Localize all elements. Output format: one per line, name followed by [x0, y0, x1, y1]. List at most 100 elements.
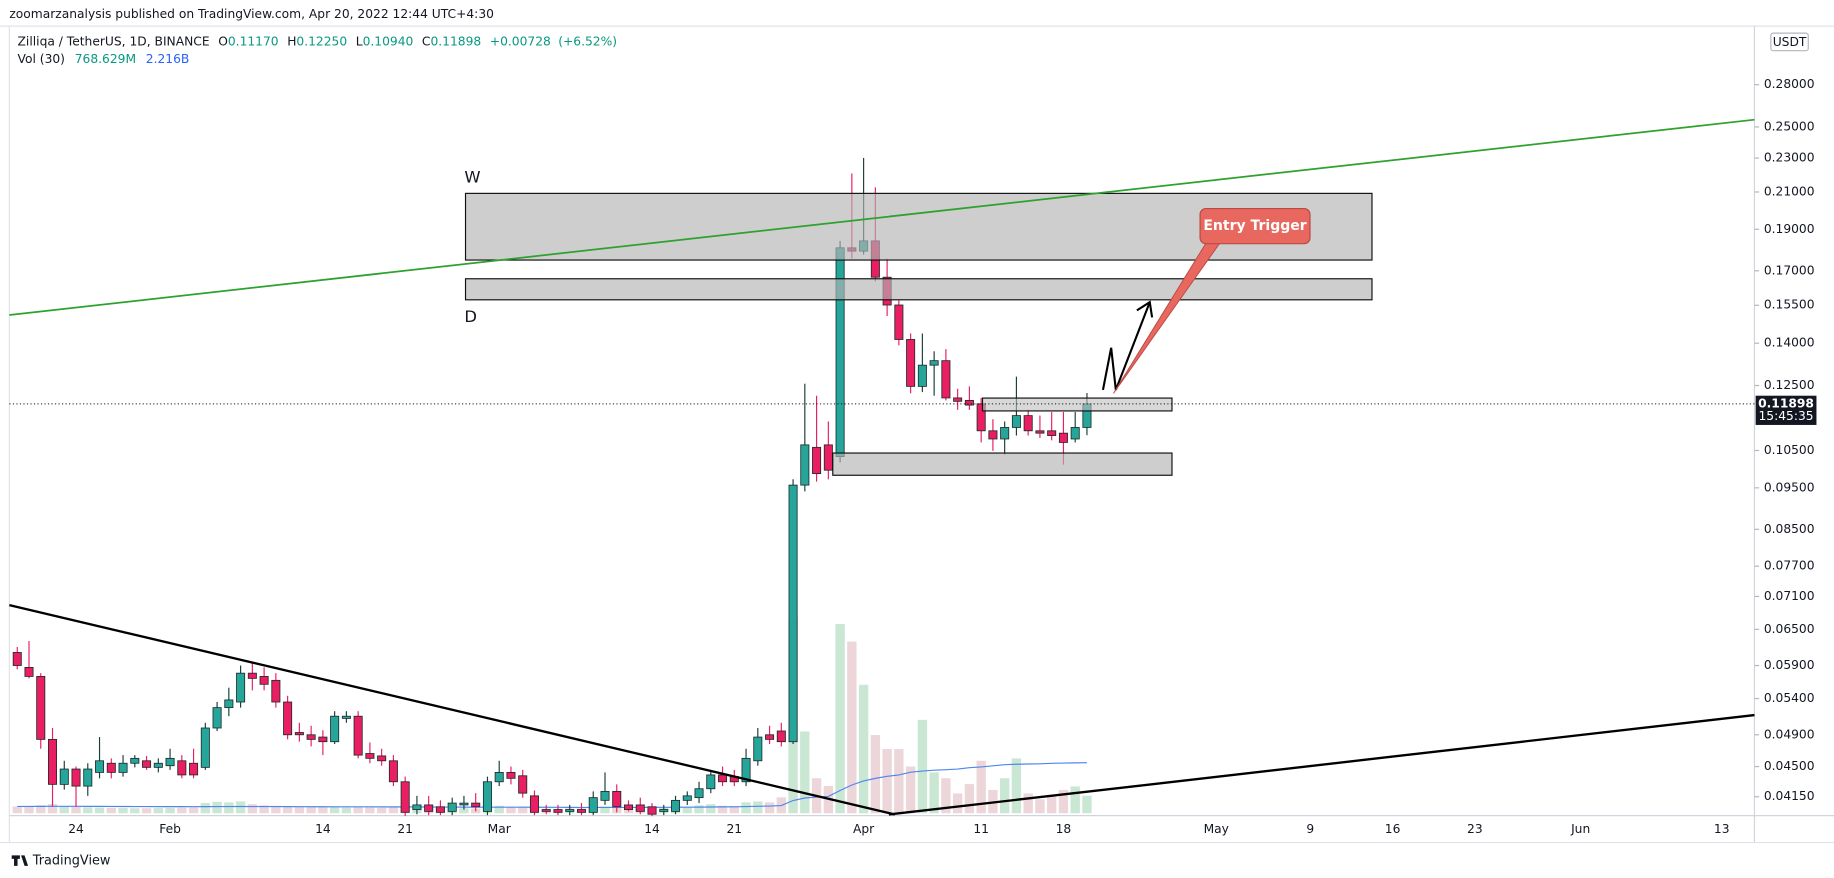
volume-bar	[600, 806, 610, 814]
candle-body	[647, 806, 657, 815]
x-tick-label: 23	[1467, 822, 1483, 836]
candle-body	[917, 364, 927, 387]
candle-body	[953, 397, 963, 402]
y-tick-label: 0.05400	[1764, 691, 1815, 705]
volume-legend: Vol (30) 768.629M 2.216B	[18, 51, 190, 65]
volume-bar	[118, 808, 128, 814]
x-tick-label: Feb	[159, 822, 181, 836]
callout-text: Entry Trigger	[1203, 218, 1306, 234]
volume-bar	[976, 760, 986, 814]
candle-body	[753, 736, 763, 762]
y-tick-label: 0.21000	[1764, 184, 1815, 198]
volume-bar	[506, 806, 516, 814]
volume-bar	[247, 804, 258, 814]
candle-layer	[12, 157, 1092, 817]
volume-bar	[282, 805, 293, 814]
symbol-legend: Zilliqa / TetherUS, 1D, BINANCE O0.11170…	[18, 34, 618, 48]
candle-body	[518, 775, 528, 794]
volume-bar	[47, 804, 58, 814]
zone-support	[832, 452, 1173, 476]
volume-bar	[870, 735, 881, 814]
candle-body	[482, 781, 492, 812]
open-value: 0.11170	[228, 34, 279, 48]
candle-body	[1023, 415, 1033, 432]
volume-bar	[294, 806, 305, 814]
change-pct: (+6.52%)	[558, 34, 617, 48]
candle-body	[941, 360, 951, 399]
candle-body	[435, 806, 445, 813]
volume-bar	[764, 802, 775, 814]
candle-body	[659, 809, 669, 812]
y-tick-label: 0.25000	[1764, 119, 1815, 133]
volume-bar	[964, 784, 975, 814]
candle-body	[412, 804, 422, 810]
close-value: 0.11898	[430, 34, 481, 48]
volume-bar	[941, 778, 951, 814]
x-tick-label: 9	[1306, 822, 1314, 836]
x-tick-label: Jun	[1570, 822, 1590, 836]
volume-bar	[341, 807, 352, 814]
y-tick-label: 0.04500	[1764, 759, 1815, 773]
volume-bar	[729, 805, 739, 814]
volume-bar	[153, 808, 163, 814]
candle-body	[812, 446, 822, 475]
candle-body	[283, 701, 293, 736]
countdown: 15:45:35	[1758, 409, 1813, 423]
candle-body	[400, 781, 410, 813]
candle-body	[36, 676, 46, 740]
candle-body	[682, 795, 692, 801]
volume-bar	[494, 805, 504, 814]
candle-body	[1011, 415, 1021, 428]
candle-body	[1070, 427, 1080, 440]
x-tick-label: May	[1204, 822, 1229, 836]
x-tick-label: 14	[315, 822, 331, 836]
candle-body	[95, 760, 105, 773]
currency-box	[1770, 32, 1809, 52]
volume-bar	[106, 807, 116, 814]
volume-bar	[1023, 793, 1033, 814]
volume-bar	[835, 624, 845, 814]
volume-bar	[71, 806, 81, 814]
change-value: +0.00728	[490, 34, 551, 48]
candle-body	[388, 760, 398, 783]
candle-body	[588, 797, 598, 813]
candle-body	[59, 768, 69, 785]
candle-body	[459, 802, 469, 806]
candle-body	[306, 734, 316, 740]
trend-line-down	[9, 603, 896, 816]
y-tick-label: 0.04150	[1764, 789, 1815, 803]
volume-bar	[94, 807, 105, 814]
x-tick-label: 11	[973, 822, 989, 836]
volume-bar	[141, 808, 152, 814]
candle-body	[189, 762, 199, 776]
candle-body	[553, 809, 563, 813]
volume-bar	[306, 807, 316, 814]
candle-body	[447, 802, 457, 812]
label-d: D	[464, 307, 477, 326]
candle-body	[929, 360, 939, 366]
volume-bar	[1070, 786, 1080, 814]
candle-body	[776, 730, 786, 743]
candle-body	[671, 799, 681, 812]
volume-ma-line	[17, 762, 1087, 809]
candle-body	[106, 762, 116, 773]
trend-line-up	[888, 713, 1755, 816]
high-key: H	[287, 34, 296, 48]
candle-body	[142, 760, 152, 768]
drawings: Entry Trigger W D	[9, 118, 1755, 816]
volume-bar	[365, 807, 375, 814]
y-tick-label: 0.09500	[1764, 480, 1815, 494]
volume-bar	[235, 801, 246, 814]
volume-bar	[694, 805, 704, 814]
high-value: 0.12250	[296, 34, 347, 48]
y-tick-label: 0.14000	[1764, 336, 1815, 350]
zone-d	[464, 278, 1373, 301]
volume-bar	[271, 805, 281, 814]
volume-bar	[952, 793, 963, 814]
candle-body	[529, 795, 539, 813]
x-tick-label: 24	[68, 822, 84, 836]
volume-bar	[165, 807, 175, 814]
volume-bar	[682, 806, 692, 814]
volume-bar	[1035, 799, 1045, 814]
